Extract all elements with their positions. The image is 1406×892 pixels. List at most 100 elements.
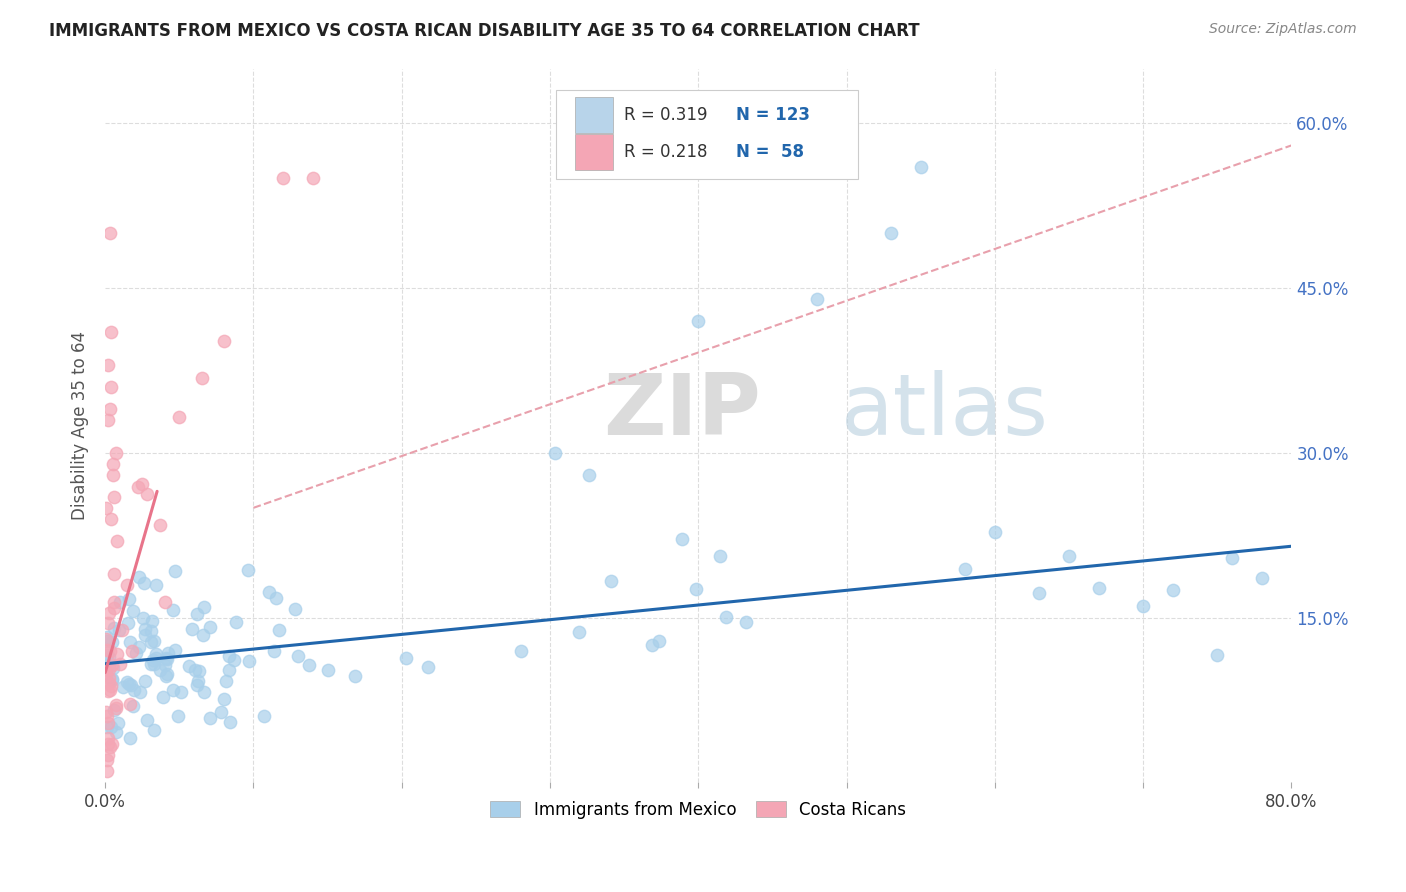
Point bbox=[170, 685, 193, 699]
Point bbox=[209, 706, 232, 720]
Point bbox=[148, 663, 170, 677]
Point bbox=[127, 480, 149, 494]
Point bbox=[101, 737, 124, 751]
Point bbox=[143, 723, 166, 737]
Point bbox=[157, 646, 180, 660]
Point bbox=[94, 663, 117, 677]
Point bbox=[510, 643, 533, 657]
Point bbox=[105, 647, 128, 661]
Point bbox=[145, 647, 167, 661]
Y-axis label: Disability Age 35 to 64: Disability Age 35 to 64 bbox=[72, 331, 89, 520]
Point bbox=[117, 616, 139, 631]
Point bbox=[111, 680, 134, 694]
Point bbox=[271, 171, 294, 186]
Point bbox=[253, 709, 276, 723]
Point bbox=[735, 615, 758, 629]
Point bbox=[108, 657, 131, 671]
Point bbox=[101, 457, 124, 471]
Point bbox=[107, 715, 129, 730]
Point bbox=[264, 591, 287, 605]
Point bbox=[108, 594, 131, 608]
Point bbox=[100, 740, 122, 755]
Point bbox=[648, 634, 671, 648]
Point bbox=[395, 651, 418, 665]
Point bbox=[96, 648, 118, 662]
Point bbox=[97, 358, 120, 372]
Point bbox=[100, 658, 122, 673]
Point bbox=[212, 334, 235, 349]
Point bbox=[1057, 549, 1080, 564]
Point bbox=[284, 602, 307, 616]
Point bbox=[165, 642, 187, 657]
Point bbox=[118, 697, 141, 711]
Point bbox=[955, 562, 977, 576]
Point bbox=[117, 591, 139, 606]
Point bbox=[108, 623, 131, 637]
Point bbox=[101, 634, 124, 648]
Point bbox=[97, 671, 120, 685]
Point bbox=[152, 690, 174, 705]
Point bbox=[128, 640, 150, 654]
Point bbox=[578, 467, 600, 482]
Point bbox=[129, 685, 152, 699]
Point bbox=[301, 171, 323, 186]
Text: R = 0.319: R = 0.319 bbox=[624, 106, 707, 124]
Point bbox=[198, 620, 221, 634]
Point bbox=[101, 661, 124, 675]
Point bbox=[100, 380, 122, 394]
Point bbox=[131, 476, 153, 491]
Point bbox=[97, 737, 120, 751]
Point bbox=[298, 658, 321, 673]
Point bbox=[96, 705, 118, 719]
Text: N =  58: N = 58 bbox=[737, 143, 804, 161]
Point bbox=[96, 632, 118, 646]
Point bbox=[641, 638, 664, 652]
Text: ZIP: ZIP bbox=[603, 369, 761, 452]
Point bbox=[97, 715, 120, 730]
Point bbox=[142, 653, 165, 667]
Point bbox=[1087, 581, 1109, 595]
Point bbox=[155, 669, 177, 683]
Point bbox=[200, 711, 222, 725]
Point bbox=[257, 585, 280, 599]
Text: atlas: atlas bbox=[841, 369, 1049, 452]
Point bbox=[97, 731, 120, 746]
Point bbox=[98, 676, 121, 690]
Point bbox=[685, 582, 707, 596]
Point bbox=[165, 564, 187, 578]
Point bbox=[134, 628, 156, 642]
Point bbox=[100, 512, 122, 526]
Point bbox=[193, 599, 215, 614]
Point bbox=[806, 292, 828, 306]
Point bbox=[105, 701, 128, 715]
Point bbox=[1220, 551, 1243, 566]
Point bbox=[287, 648, 309, 663]
Point bbox=[96, 634, 118, 648]
Point bbox=[96, 630, 118, 644]
Point bbox=[117, 578, 139, 592]
Point bbox=[98, 682, 121, 697]
Point bbox=[155, 651, 177, 665]
Point bbox=[139, 657, 162, 671]
Point bbox=[101, 672, 124, 686]
Point bbox=[134, 575, 156, 590]
Point bbox=[709, 549, 731, 564]
Point bbox=[128, 570, 150, 584]
Point bbox=[212, 691, 235, 706]
Point bbox=[97, 662, 120, 676]
Point bbox=[169, 409, 191, 424]
Point bbox=[122, 698, 145, 713]
Point bbox=[125, 647, 148, 661]
Point bbox=[105, 533, 128, 548]
Point bbox=[121, 644, 143, 658]
Text: IMMIGRANTS FROM MEXICO VS COSTA RICAN DISABILITY AGE 35 TO 64 CORRELATION CHART: IMMIGRANTS FROM MEXICO VS COSTA RICAN DI… bbox=[49, 22, 920, 40]
Point bbox=[153, 595, 176, 609]
Point bbox=[167, 709, 190, 723]
Point bbox=[96, 643, 118, 657]
Point bbox=[101, 467, 124, 482]
Point bbox=[100, 325, 122, 339]
Point bbox=[120, 634, 142, 648]
Point bbox=[142, 634, 165, 648]
Point bbox=[132, 611, 155, 625]
Point bbox=[145, 578, 167, 592]
